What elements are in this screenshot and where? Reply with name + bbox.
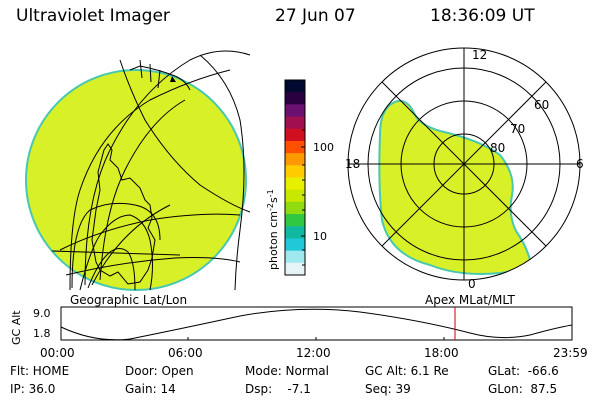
altitude-ytick-high: 9.0 xyxy=(33,307,51,320)
colorbar-tick-100: 100 xyxy=(313,141,334,154)
coastline xyxy=(91,143,156,285)
mlt-label-6: 6 xyxy=(576,157,584,171)
colorbar-unit-label: photon cm-2s-1 xyxy=(266,189,280,270)
colorbar-band xyxy=(285,128,305,142)
status-seq: Seq: 39 xyxy=(365,382,411,396)
altitude-ylabel: GC Alt xyxy=(10,310,23,345)
colorbar-band xyxy=(285,165,305,178)
xtick-1800: 18:00 xyxy=(424,346,459,360)
apex-polar-map xyxy=(347,47,581,281)
colorbar-scale xyxy=(285,80,305,276)
xtick-0000: 00:00 xyxy=(40,346,75,360)
altitude-plot: GC Alt xyxy=(10,306,573,345)
header-time: 18:36:09 UT xyxy=(430,6,535,26)
instrument-title: Ultraviolet Imager xyxy=(16,6,170,26)
colorbar-band xyxy=(285,262,305,276)
header-date: 27 Jun 07 xyxy=(275,6,356,26)
colorbar-band xyxy=(285,250,305,264)
status-glat: GLat: -66.6 xyxy=(488,364,559,378)
colorbar: photon cm-2s-1 xyxy=(266,79,306,276)
status-door: Door: Open xyxy=(125,364,194,378)
mlt-label-12: 12 xyxy=(472,48,488,62)
altitude-ytick-low: 1.8 xyxy=(33,327,51,340)
mlt-label-18: 18 xyxy=(345,157,361,171)
status-mode: Mode: Normal xyxy=(245,364,329,378)
status-ip: IP: 36.0 xyxy=(10,382,56,396)
colorbar-tick-10: 10 xyxy=(313,230,327,243)
colorbar-band xyxy=(285,226,305,239)
xtick-0600: 06:00 xyxy=(168,346,203,360)
colorbar-band xyxy=(285,116,305,130)
aurora-image xyxy=(378,99,532,275)
right-map-caption: Apex MLat/MLT xyxy=(425,293,515,307)
geographic-map xyxy=(25,50,251,291)
colorbar-band xyxy=(285,214,305,227)
colorbar-band xyxy=(285,189,305,203)
left-map-caption: Geographic Lat/Lon xyxy=(70,293,188,307)
left-map-image xyxy=(25,69,247,291)
status-dsp: Dsp: -7.1 xyxy=(245,382,311,396)
status-gc-alt: GC Alt: 6.1 Re xyxy=(365,364,449,378)
status-glon: GLon: 87.5 xyxy=(488,382,558,396)
status-gain: Gain: 14 xyxy=(125,382,176,396)
polar-grid xyxy=(347,47,581,281)
lat-label-70: 70 xyxy=(510,122,526,136)
colorbar-band xyxy=(285,92,305,105)
lat-label-60: 60 xyxy=(534,98,550,112)
xtick-1200: 12:00 xyxy=(296,346,331,360)
colorbar-band xyxy=(285,80,305,93)
colorbar-band xyxy=(285,153,305,166)
colorbar-band xyxy=(285,104,305,118)
mlt-label-0: 0 xyxy=(468,277,476,291)
colorbar-band xyxy=(285,238,305,252)
status-filter: Flt: HOME xyxy=(10,364,70,378)
colorbar-band xyxy=(285,140,305,154)
colorbar-band xyxy=(285,177,305,191)
lat-label-80: 80 xyxy=(490,141,506,155)
xtick-2359: 23:59 xyxy=(553,346,588,360)
colorbar-band xyxy=(285,201,305,215)
altitude-curve xyxy=(60,308,573,341)
